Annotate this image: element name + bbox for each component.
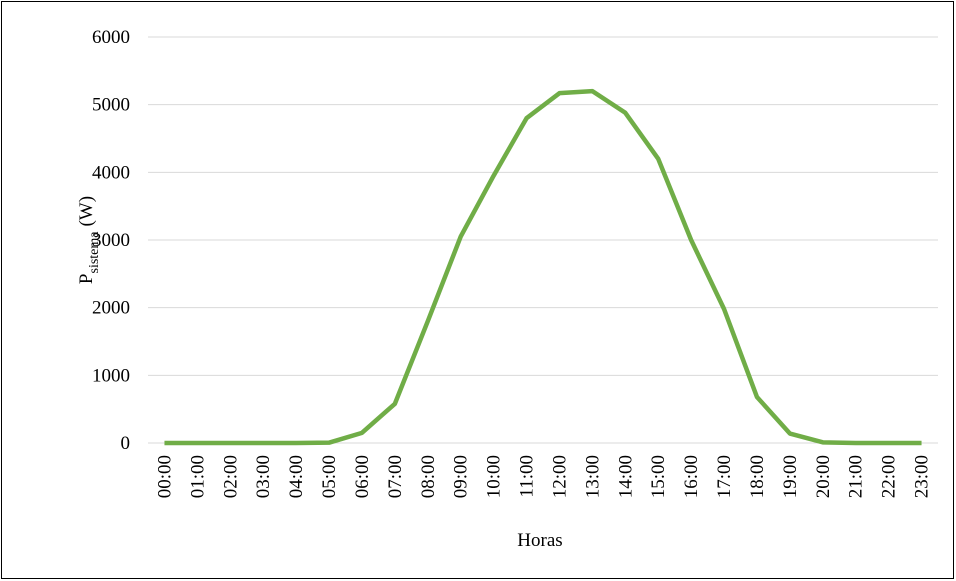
x-tick-label: 12:00: [549, 455, 570, 498]
x-tick-label: 21:00: [846, 455, 867, 498]
x-tick-label: 05:00: [319, 455, 340, 498]
x-tick-label: 20:00: [813, 455, 834, 498]
y-tick-label: 1000: [92, 365, 130, 386]
x-tick-label: 23:00: [912, 455, 933, 498]
x-tick-label: 18:00: [747, 455, 768, 498]
y-label-main: P: [76, 274, 97, 285]
x-tick-label: 00:00: [154, 455, 175, 498]
x-tick-label: 15:00: [648, 455, 669, 498]
x-tick-label: 02:00: [220, 455, 241, 498]
x-tick-label: 03:00: [253, 455, 274, 498]
x-tick-label: 16:00: [681, 455, 702, 498]
y-tick-label: 4000: [92, 162, 130, 183]
x-tick-label: 07:00: [385, 455, 406, 498]
x-tick-label: 09:00: [451, 455, 472, 498]
x-tick-label: 22:00: [879, 455, 900, 498]
y-tick-label: 0: [121, 433, 131, 454]
y-tick-label: 3000: [92, 230, 130, 251]
y-label-subscript: sistema: [87, 231, 102, 274]
x-axis-label: Horas: [517, 530, 562, 551]
x-tick-label: 06:00: [352, 455, 373, 498]
x-tick-label: 08:00: [418, 455, 439, 498]
x-tick-label: 04:00: [286, 455, 307, 498]
series-line: [164, 88, 922, 446]
x-tick-label: 11:00: [517, 455, 538, 498]
y-axis-label: Psistema (W): [76, 196, 102, 284]
y-tick-label: 6000: [92, 27, 130, 48]
x-tick-label: 14:00: [615, 455, 636, 498]
x-tick-label: 10:00: [484, 455, 505, 498]
y-tick-label: 2000: [92, 298, 130, 319]
x-tick-label: 13:00: [582, 455, 603, 498]
x-tick-label: 17:00: [714, 455, 735, 498]
x-tick-label: 01:00: [187, 455, 208, 498]
y-label-unit: (W): [76, 196, 97, 227]
x-tick-label: 19:00: [780, 455, 801, 498]
y-tick-label: 5000: [92, 95, 130, 116]
